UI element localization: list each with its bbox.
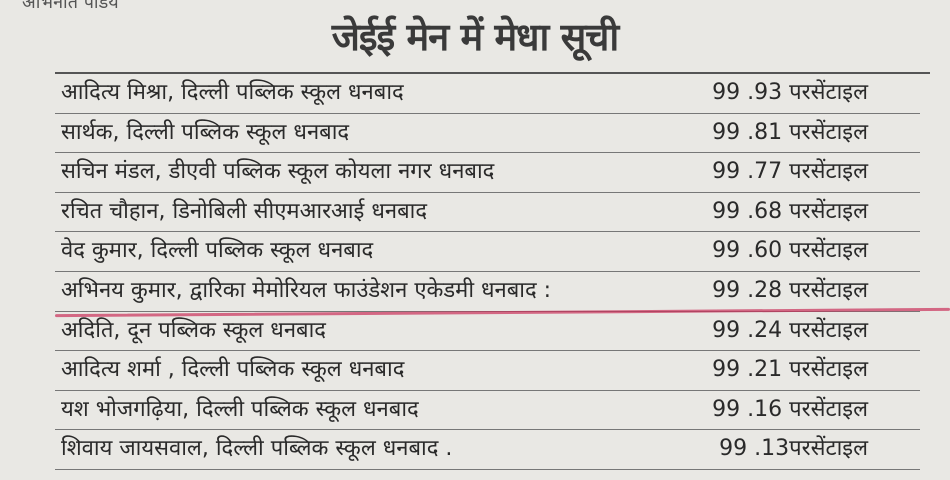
percentile: 99 .13परसेंटाइल bbox=[719, 436, 868, 462]
list-item: सचिन मंडल, डीएवी पब्लिक स्कूल कोयला नगर … bbox=[55, 153, 920, 193]
byline: अभिनीत पांडेय bbox=[22, 0, 119, 13]
percentile: 99 .77 परसेंटाइल bbox=[712, 159, 868, 185]
percentile: 99 .21 परसेंटाइल bbox=[712, 357, 868, 383]
list-item: यश भोजगढ़िया, दिल्ली पब्लिक स्कूल धनबाद 9… bbox=[55, 391, 920, 431]
percentile: 99 .60 परसेंटाइल bbox=[712, 238, 868, 264]
list-item: रचित चौहान, डिनोबिली सीएमआरआई धनबाद 99 .6… bbox=[55, 193, 920, 233]
student-name: अभिनय कुमार, द्वारिका मेमोरियल फाउंडेशन … bbox=[61, 277, 552, 303]
student-name: आदित्य शर्मा , दिल्ली पब्लिक स्कूल धनबाद bbox=[61, 357, 405, 383]
student-name: यश भोजगढ़िया, दिल्ली पब्लिक स्कूल धनबाद bbox=[61, 396, 419, 422]
student-name: अदिति, दून पब्लिक स्कूल धनबाद bbox=[61, 317, 326, 343]
list-item: शिवाय जायसवाल, दिल्ली पब्लिक स्कूल धनबाद… bbox=[55, 430, 920, 470]
percentile: 99 .24 परसेंटाइल bbox=[712, 317, 868, 343]
percentile: 99 .16 परसेंटाइल bbox=[712, 396, 868, 422]
student-name: आदित्य मिश्रा, दिल्ली पब्लिक स्कूल धनबाद bbox=[61, 80, 404, 105]
student-name: सचिन मंडल, डीएवी पब्लिक स्कूल कोयला नगर … bbox=[61, 159, 495, 185]
list-item: आदित्य शर्मा , दिल्ली पब्लिक स्कूल धनबाद… bbox=[55, 351, 920, 391]
list-item: सार्थक, दिल्ली पब्लिक स्कूल धनबाद 99 .81 … bbox=[55, 114, 920, 154]
percentile: 99 .81 परसेंटाइल bbox=[712, 119, 868, 145]
list-item-highlighted: अभिनय कुमार, द्वारिका मेमोरियल फाउंडेशन … bbox=[55, 272, 950, 317]
student-name: सार्थक, दिल्ली पब्लिक स्कूल धनबाद bbox=[61, 119, 350, 145]
student-name: रचित चौहान, डिनोबिली सीएमआरआई धनबाद bbox=[61, 198, 428, 224]
student-name: वेद कुमार, दिल्ली पब्लिक स्कूल धनबाद bbox=[61, 238, 374, 264]
divider bbox=[55, 72, 930, 74]
percentile: 99 .93 परसेंटाइल bbox=[712, 80, 868, 105]
percentile: 99 .28 परसेंटाइल bbox=[712, 277, 868, 303]
list-item: अदिति, दून पब्लिक स्कूल धनबाद 99 .24 परसे… bbox=[55, 312, 920, 352]
headline: जेईई मेन में मेधा सूची bbox=[331, 15, 620, 59]
student-name: शिवाय जायसवाल, दिल्ली पब्लिक स्कूल धनबाद… bbox=[61, 436, 453, 462]
percentile: 99 .68 परसेंटाइल bbox=[712, 198, 868, 224]
merit-list: आदित्य मिश्रा, दिल्ली पब्लिक स्कूल धनबाद… bbox=[55, 74, 950, 470]
list-item: वेद कुमार, दिल्ली पब्लिक स्कूल धनबाद 99 .… bbox=[55, 232, 920, 272]
list-item: आदित्य मिश्रा, दिल्ली पब्लिक स्कूल धनबाद… bbox=[55, 74, 920, 114]
